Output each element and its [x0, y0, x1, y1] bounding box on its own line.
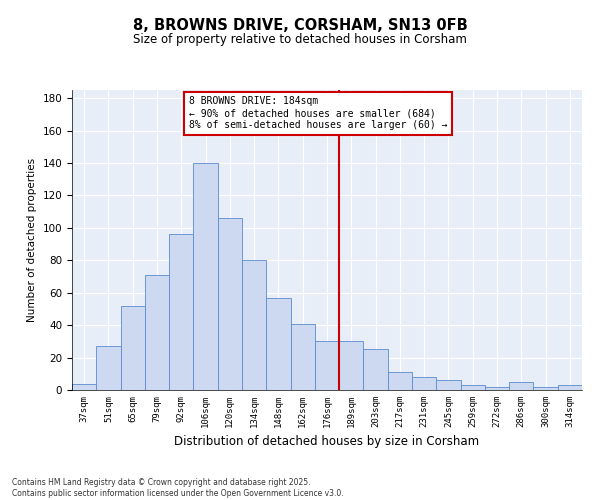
Bar: [485, 387, 509, 390]
Bar: [436, 380, 461, 390]
Text: 8 BROWNS DRIVE: 184sqm
← 90% of detached houses are smaller (684)
8% of semi-det: 8 BROWNS DRIVE: 184sqm ← 90% of detached…: [188, 96, 447, 130]
Bar: [242, 260, 266, 390]
Bar: [364, 350, 388, 390]
Bar: [315, 342, 339, 390]
Text: Contains HM Land Registry data © Crown copyright and database right 2025.
Contai: Contains HM Land Registry data © Crown c…: [12, 478, 344, 498]
Text: Size of property relative to detached houses in Corsham: Size of property relative to detached ho…: [133, 32, 467, 46]
Bar: [218, 218, 242, 390]
Bar: [121, 306, 145, 390]
Bar: [339, 342, 364, 390]
Bar: [290, 324, 315, 390]
Bar: [509, 382, 533, 390]
Bar: [266, 298, 290, 390]
Bar: [96, 346, 121, 390]
Bar: [461, 385, 485, 390]
Bar: [72, 384, 96, 390]
Bar: [145, 275, 169, 390]
Bar: [388, 372, 412, 390]
Bar: [558, 385, 582, 390]
Y-axis label: Number of detached properties: Number of detached properties: [27, 158, 37, 322]
X-axis label: Distribution of detached houses by size in Corsham: Distribution of detached houses by size …: [175, 436, 479, 448]
Text: 8, BROWNS DRIVE, CORSHAM, SN13 0FB: 8, BROWNS DRIVE, CORSHAM, SN13 0FB: [133, 18, 467, 32]
Bar: [193, 163, 218, 390]
Bar: [169, 234, 193, 390]
Bar: [412, 377, 436, 390]
Bar: [533, 387, 558, 390]
